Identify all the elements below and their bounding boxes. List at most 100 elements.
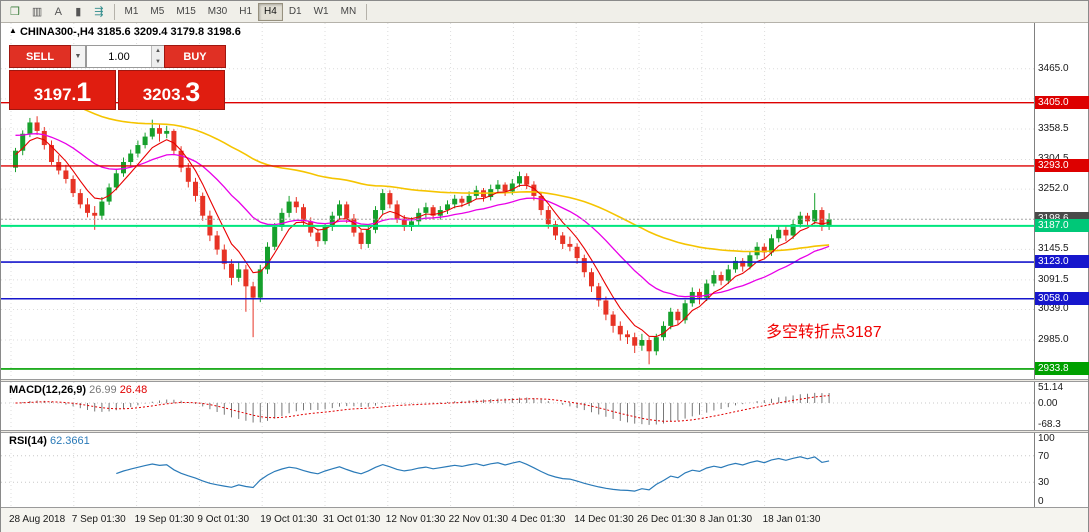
price-axis-label: 3465.0 <box>1038 62 1069 74</box>
candle-body <box>733 260 738 270</box>
panel-splitter[interactable] <box>1 430 1088 433</box>
rsi-indicator-panel[interactable]: RSI(14) 62.3661 100 70 30 0 <box>1 433 1088 507</box>
timeframe-button-d1[interactable]: D1 <box>288 6 302 17</box>
candle-body <box>329 215 335 227</box>
candle-body <box>761 246 767 253</box>
price-axis-label: 3039.0 <box>1038 303 1069 315</box>
volume-up-button[interactable]: ▲ <box>152 46 164 57</box>
price-axis-label: 2985.0 <box>1038 334 1069 345</box>
candle-body <box>610 314 616 326</box>
candle-body <box>27 122 33 134</box>
toolbar-separator <box>366 3 368 20</box>
timeframe-button-m1[interactable]: M1 <box>124 6 139 17</box>
text-label-icon[interactable]: A <box>54 5 62 18</box>
bid-price-main: 3197. <box>33 85 77 104</box>
candle-body <box>689 291 695 304</box>
price-axis-label: 3252.0 <box>1038 183 1069 195</box>
candle-body <box>293 201 299 208</box>
layout-icon[interactable]: ⇶ <box>94 6 104 18</box>
sell-button[interactable]: SELL <box>9 45 71 68</box>
new-chart-icon[interactable]: ❒ <box>10 6 20 18</box>
candle-body <box>675 311 681 321</box>
candle-body <box>812 210 818 222</box>
time-axis-label: 18 Jan 01:30 <box>762 514 821 525</box>
timeframe-button-h4[interactable]: H4 <box>258 2 283 21</box>
candle-body <box>272 226 278 247</box>
rsi-axis-label: 30 <box>1038 477 1050 489</box>
timeframe-button-mn[interactable]: MN <box>340 6 357 17</box>
candle-body <box>286 201 292 213</box>
candle-body <box>430 207 436 216</box>
candle-body <box>740 260 746 267</box>
time-axis-label: 19 Sep 01:30 <box>134 514 195 525</box>
candle-body <box>394 204 400 219</box>
candle-body <box>337 204 342 216</box>
candle-body <box>574 246 580 259</box>
candle-body <box>243 269 249 287</box>
candle-body <box>265 246 270 270</box>
candle-body <box>617 325 623 335</box>
candle-body <box>819 210 825 227</box>
rsi-axis-label: 100 <box>1038 433 1055 444</box>
macd-label: MACD(12,26,9) <box>9 384 87 396</box>
ma-mid-magenta <box>15 133 830 298</box>
candle-body <box>149 128 155 137</box>
candle-body <box>85 204 90 213</box>
bid-price-box[interactable]: 3197. 1 <box>9 70 116 110</box>
candle-body <box>229 263 234 278</box>
price-tag-3405.0: 3405.0 <box>1035 95 1089 109</box>
candle-body <box>567 243 573 247</box>
candle-body <box>128 153 134 163</box>
timeframe-button-m30[interactable]: M30 <box>207 6 228 17</box>
rsi-axis-label: 0 <box>1038 496 1044 507</box>
candle-body <box>596 286 602 301</box>
candle-body <box>531 184 537 196</box>
panel-splitter[interactable] <box>1 379 1088 382</box>
candle-body <box>236 269 242 278</box>
rsi-line <box>116 456 830 492</box>
candle-body <box>682 303 688 321</box>
ask-price-pip: 3 <box>185 77 201 107</box>
candle-body <box>200 195 206 216</box>
rsi-chart[interactable] <box>1 433 1034 507</box>
ma-fast-red <box>15 137 830 338</box>
candle-body <box>322 226 328 242</box>
candle-body <box>725 269 731 281</box>
volume-dropdown-button[interactable]: ▼ <box>71 45 86 68</box>
candle-body <box>445 204 450 211</box>
macd-indicator-panel[interactable]: MACD(12,26,9) 26.99 26.48 51.14 0.00 -68.3 <box>1 382 1088 430</box>
timeframe-button-w1[interactable]: W1 <box>313 6 329 17</box>
candlestick-icon[interactable]: ▮ <box>75 6 82 18</box>
candle-body <box>790 224 796 236</box>
candle-body <box>92 212 98 216</box>
volume-value[interactable]: 1.00 <box>108 50 130 63</box>
ohlc-high: 3209.4 <box>133 26 168 38</box>
time-axis-label: 19 Oct 01:30 <box>260 514 318 525</box>
candle-body <box>308 221 314 233</box>
timeframe-button-h1[interactable]: H1 <box>239 6 253 17</box>
candle-body <box>545 210 551 225</box>
candle-body <box>783 229 789 236</box>
macd-chart[interactable] <box>1 382 1034 430</box>
candle-body <box>185 167 191 182</box>
ohlc-low: 3179.8 <box>170 26 205 38</box>
chart-text-annotation: 多空转折点3187 <box>766 324 882 341</box>
main-chart-panel[interactable]: ▲ CHINA300-,H4 3185.6 3209.4 3179.8 3198… <box>1 23 1089 379</box>
time-axis-label: 8 Jan 01:30 <box>699 514 753 525</box>
candle-body <box>77 193 83 205</box>
volume-down-button[interactable]: ▼ <box>152 56 164 67</box>
timeframe-button-m5[interactable]: M5 <box>150 6 165 17</box>
time-axis-label: 4 Dec 01:30 <box>511 514 566 525</box>
candle-body <box>805 215 810 222</box>
time-axis[interactable]: 28 Aug 2018 7 Sep 01:30 19 Sep 01:30 9 Oct … <box>1 507 1088 532</box>
volume-input[interactable]: 1.00 ▲ ▼ <box>86 45 164 68</box>
candle-body <box>13 150 18 168</box>
buy-button[interactable]: BUY <box>164 45 226 68</box>
candle-body <box>517 176 522 184</box>
ask-price-box[interactable]: 3203. 3 <box>118 70 225 110</box>
timeframe-button-m15[interactable]: M15 <box>176 6 196 17</box>
candle-body <box>524 176 530 185</box>
bar-chart-icon[interactable]: ▥ <box>31 6 43 18</box>
candle-body <box>653 337 659 352</box>
